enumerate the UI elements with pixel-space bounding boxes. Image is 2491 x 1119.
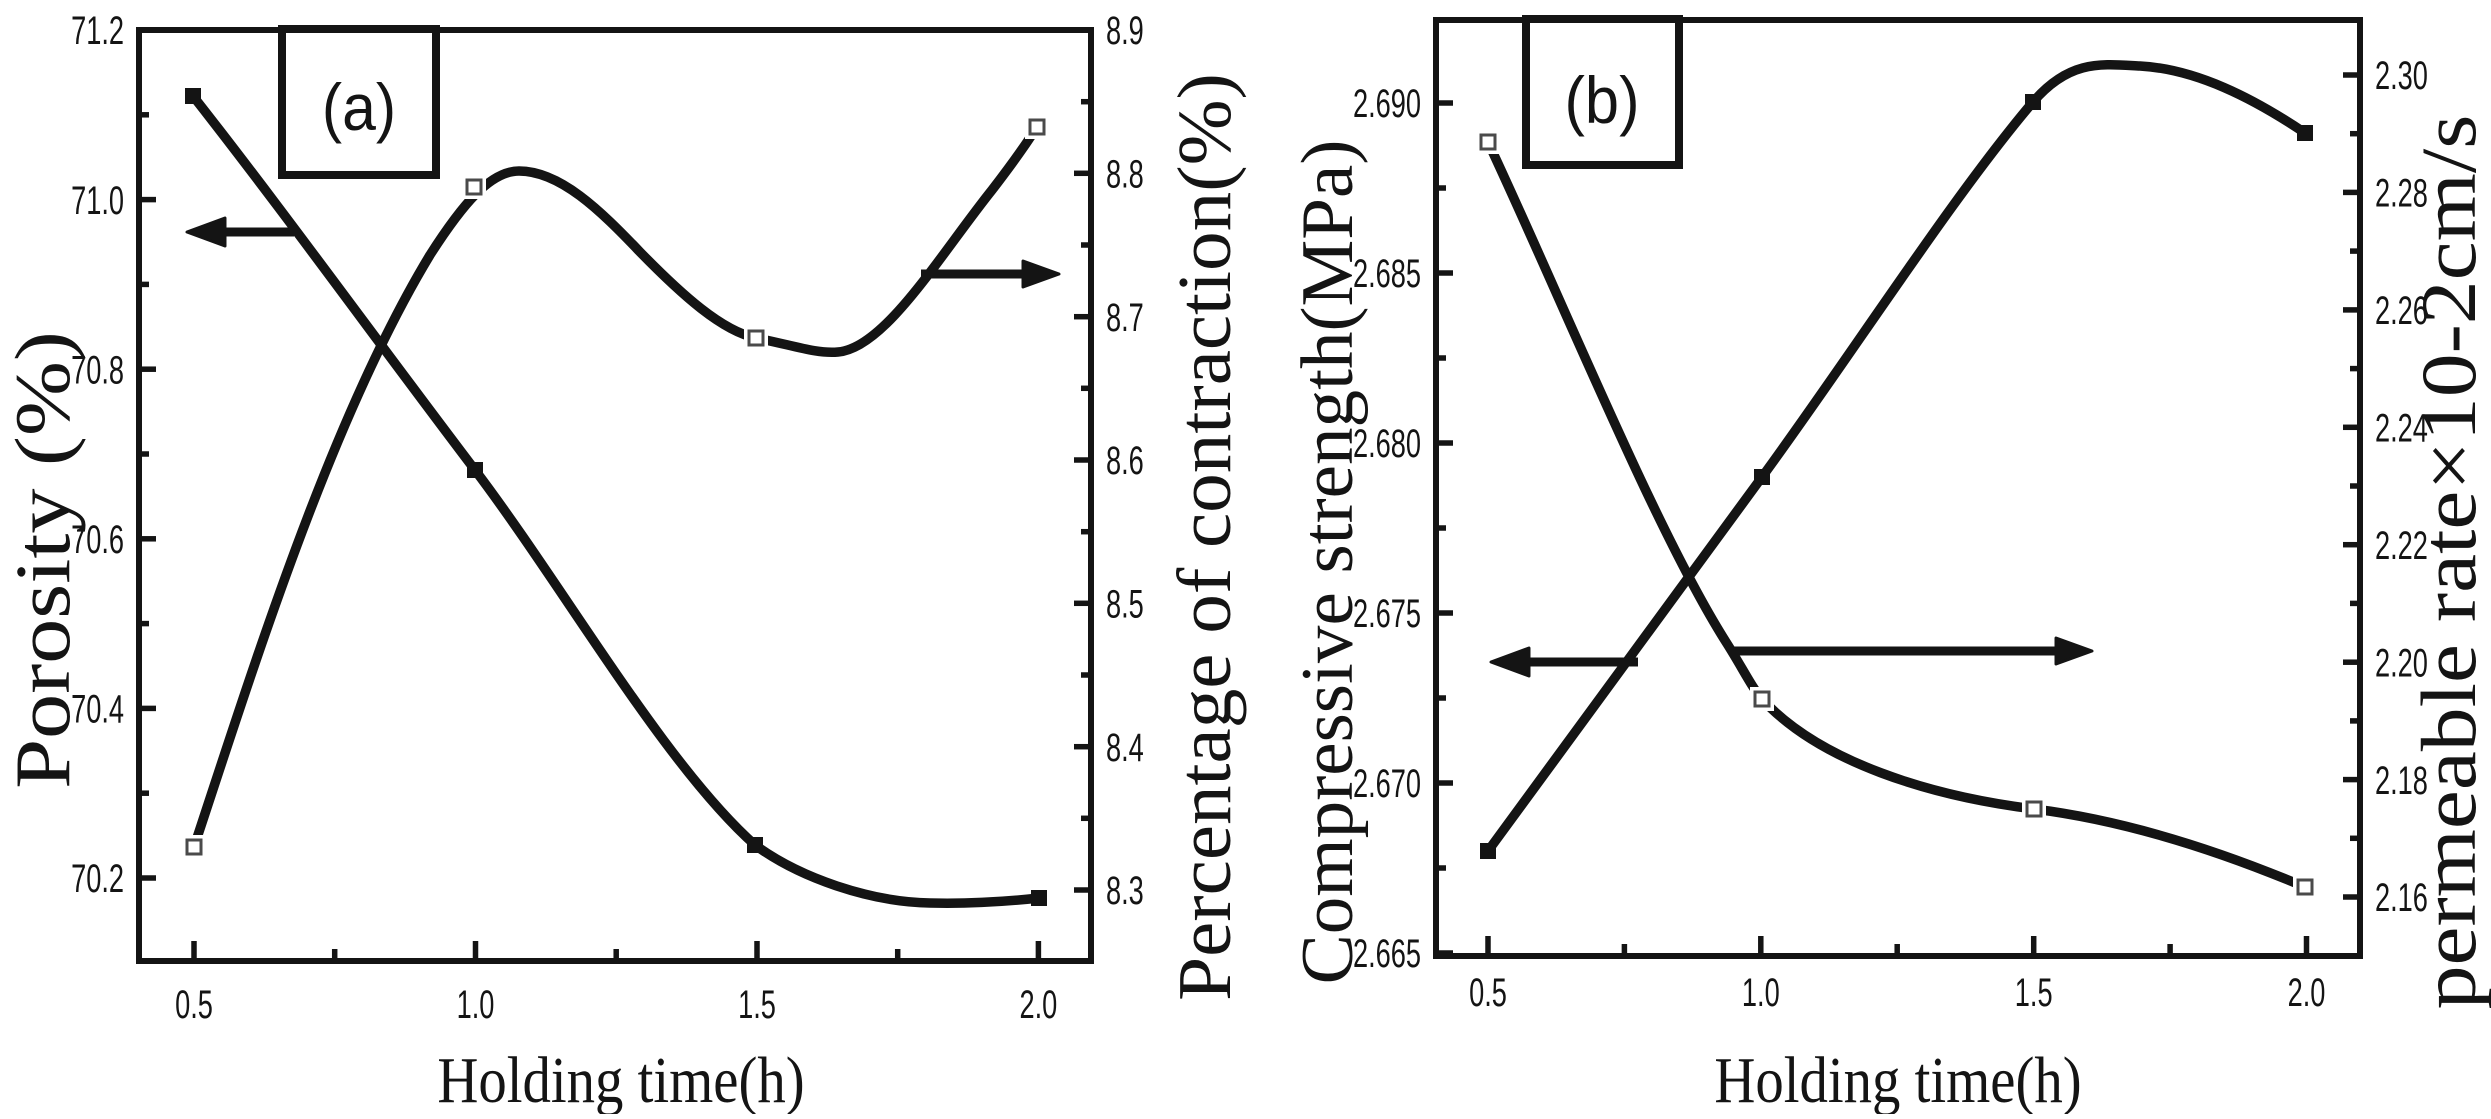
- svg-text:Holding time(h): Holding time(h): [1714, 1044, 2081, 1114]
- svg-text:2.670: 2.670: [1353, 762, 1421, 806]
- svg-text:2.690: 2.690: [1353, 82, 1421, 126]
- svg-text:2.680: 2.680: [1353, 422, 1421, 466]
- svg-text:70.8: 70.8: [71, 348, 124, 392]
- svg-text:2.26: 2.26: [2375, 289, 2428, 333]
- svg-text:2.20: 2.20: [2375, 641, 2428, 685]
- svg-text:8.4: 8.4: [1106, 726, 1144, 770]
- svg-text:0.5: 0.5: [175, 983, 213, 1027]
- svg-text:2.16: 2.16: [2375, 876, 2428, 920]
- svg-text:2.675: 2.675: [1353, 592, 1421, 636]
- svg-text:8.3: 8.3: [1106, 869, 1144, 913]
- svg-text:permeable rate×10-2cm/s: permeable rate×10-2cm/s: [2405, 115, 2491, 1010]
- svg-text:1.0: 1.0: [1742, 971, 1780, 1015]
- svg-text:70.2: 70.2: [71, 857, 124, 901]
- svg-text:Percentage of contraction(%): Percentage of contraction(%): [1162, 73, 1246, 1001]
- svg-text:Porosity (%): Porosity (%): [0, 331, 86, 789]
- svg-text:70.4: 70.4: [71, 688, 124, 732]
- svg-text:1.5: 1.5: [738, 983, 776, 1027]
- svg-text:2.18: 2.18: [2375, 759, 2428, 803]
- svg-text:2.0: 2.0: [2288, 971, 2326, 1015]
- svg-text:8.9: 8.9: [1106, 9, 1144, 53]
- svg-text:2.665: 2.665: [1353, 932, 1421, 976]
- svg-text:70.6: 70.6: [71, 518, 124, 562]
- svg-text:(a): (a): [322, 72, 396, 145]
- svg-text:8.8: 8.8: [1106, 152, 1144, 196]
- svg-text:2.28: 2.28: [2375, 172, 2428, 216]
- svg-text:Holding time(h): Holding time(h): [437, 1044, 804, 1114]
- svg-text:2.24: 2.24: [2375, 406, 2428, 450]
- svg-text:1.0: 1.0: [457, 983, 495, 1027]
- svg-text:1.5: 1.5: [2015, 971, 2053, 1015]
- svg-text:71.0: 71.0: [71, 179, 124, 223]
- svg-text:0.5: 0.5: [1469, 971, 1507, 1015]
- svg-text:71.2: 71.2: [71, 9, 124, 53]
- svg-text:Compressive strength(MPa): Compressive strength(MPa): [1287, 140, 1368, 985]
- svg-text:2.685: 2.685: [1353, 252, 1421, 296]
- svg-text:2.0: 2.0: [1020, 983, 1058, 1027]
- svg-text:8.6: 8.6: [1106, 439, 1144, 483]
- svg-text:8.5: 8.5: [1106, 582, 1144, 626]
- svg-text:8.7: 8.7: [1106, 296, 1144, 340]
- svg-text:2.22: 2.22: [2375, 524, 2428, 568]
- svg-text:(b): (b): [1564, 63, 1639, 138]
- svg-text:2.30: 2.30: [2375, 54, 2428, 98]
